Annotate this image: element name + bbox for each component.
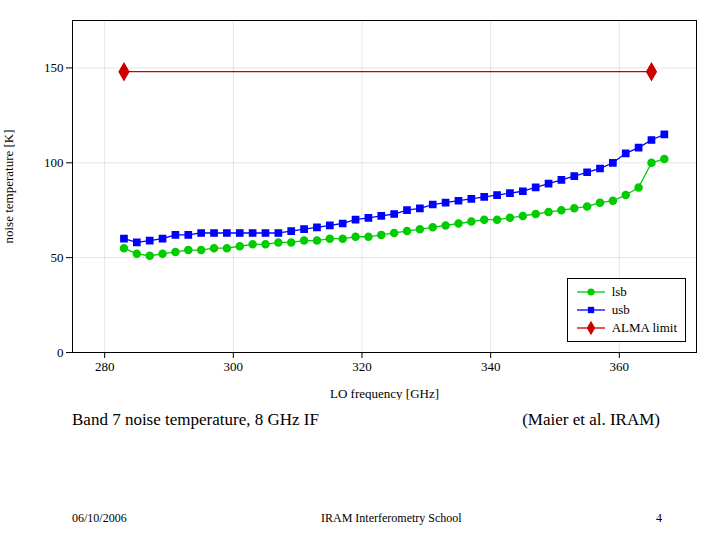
html-text:Band 7 noise temperature, 8 GH: Band 7 noise temperature, 8 GHz IF xyxy=(72,410,319,429)
svg-text:100: 100 xyxy=(44,155,64,170)
html-text:usb: usb xyxy=(611,302,630,317)
html-text:06/10/2006: 06/10/2006 xyxy=(72,511,127,525)
svg-text:300: 300 xyxy=(224,359,244,374)
html-text:(Maier et al. IRAM): (Maier et al. IRAM) xyxy=(522,410,660,429)
svg-text:LO frequency [GHz]: LO frequency [GHz] xyxy=(330,386,439,401)
svg-text:340: 340 xyxy=(481,359,501,374)
html-text:IRAM Interferometry School: IRAM Interferometry School xyxy=(321,511,462,525)
html-text:4: 4 xyxy=(656,511,662,525)
svg-text:50: 50 xyxy=(51,250,64,265)
svg-text:150: 150 xyxy=(44,60,64,75)
svg-text:noise temperature [K]: noise temperature [K] xyxy=(1,129,16,243)
html-text:lsb: lsb xyxy=(611,284,627,299)
svg-text:360: 360 xyxy=(610,359,630,374)
svg-text:280: 280 xyxy=(95,359,115,374)
svg-text:0: 0 xyxy=(57,345,64,360)
html-text:ALMA limit: ALMA limit xyxy=(611,320,677,335)
svg-text:320: 320 xyxy=(352,359,372,374)
